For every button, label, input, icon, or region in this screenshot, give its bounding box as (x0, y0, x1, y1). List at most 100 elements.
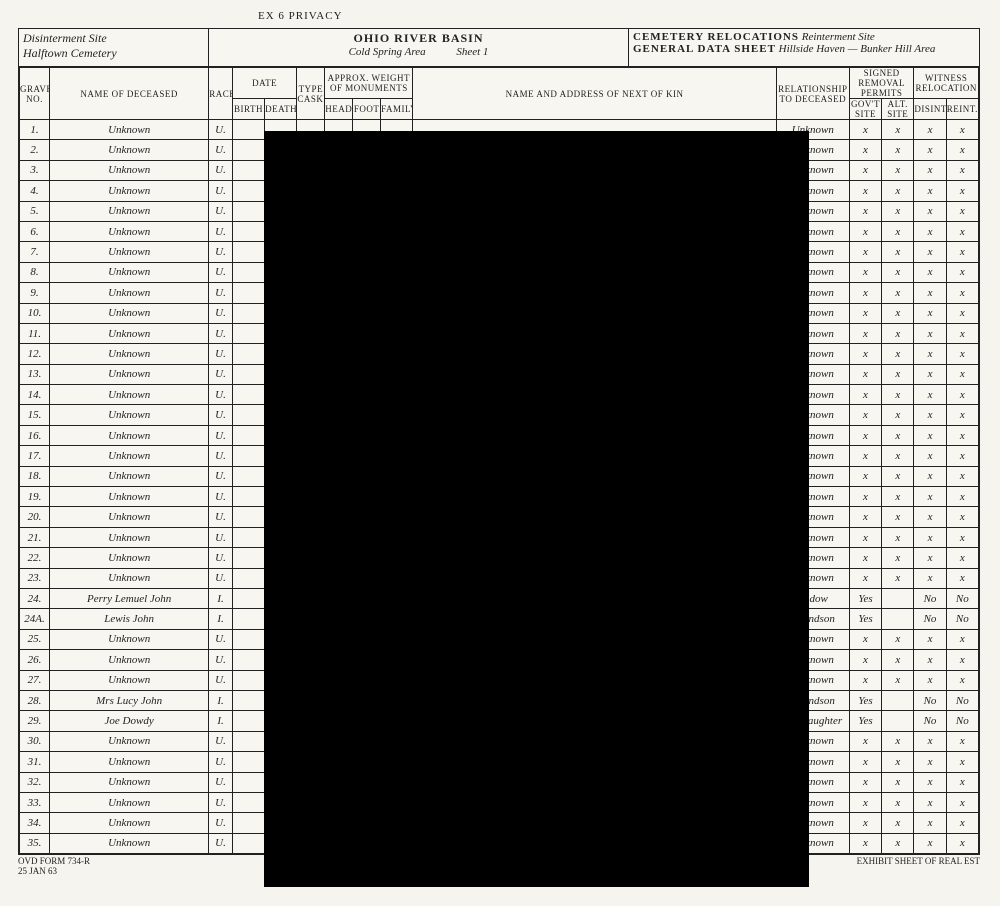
govt-permit: x (849, 487, 881, 507)
grave-no: 28. (20, 690, 50, 710)
disint-mark: No (914, 588, 946, 608)
grave-no: 27. (20, 670, 50, 690)
grave-no: 26. (20, 650, 50, 670)
grave-no: 34. (20, 813, 50, 833)
grave-no: 13. (20, 364, 50, 384)
reint-mark: x (946, 833, 978, 853)
doc-title-1: CEMETERY RELOCATIONS (633, 31, 799, 43)
grave-no: 7. (20, 242, 50, 262)
col-foot: FOOT (353, 99, 381, 120)
grave-no: 22. (20, 548, 50, 568)
birth (232, 323, 264, 343)
col-date: DATE (232, 68, 297, 99)
reint-mark: x (946, 385, 978, 405)
disint-mark: x (914, 323, 946, 343)
race: U. (209, 752, 233, 772)
govt-permit: x (849, 221, 881, 241)
disint-mark: No (914, 690, 946, 710)
birth (232, 487, 264, 507)
reint-mark: x (946, 405, 978, 425)
race: U. (209, 323, 233, 343)
reint-mark: x (946, 670, 978, 690)
alt-permit: x (882, 201, 914, 221)
reint-mark: x (946, 629, 978, 649)
cemetery-name: Halftown Cemetery (23, 46, 204, 61)
grave-no: 20. (20, 507, 50, 527)
reint-mark: x (946, 813, 978, 833)
grave-no: 14. (20, 385, 50, 405)
deceased-name: Unknown (50, 670, 209, 690)
race: U. (209, 527, 233, 547)
disint-mark: x (914, 813, 946, 833)
deceased-name: Unknown (50, 405, 209, 425)
race: U. (209, 792, 233, 812)
deceased-name: Mrs Lucy John (50, 690, 209, 710)
reint-mark: x (946, 568, 978, 588)
birth (232, 140, 264, 160)
alt-permit: x (882, 425, 914, 445)
race: I. (209, 588, 233, 608)
col-relationship: RELATIONSHIP TO DECEASED (776, 68, 849, 120)
disint-mark: x (914, 792, 946, 812)
govt-permit: x (849, 833, 881, 853)
header-left: Disinterment Site Halftown Cemetery (19, 29, 209, 66)
disint-mark: x (914, 262, 946, 282)
reint-mark: x (946, 323, 978, 343)
govt-permit: x (849, 568, 881, 588)
alt-permit: x (882, 303, 914, 323)
grave-no: 30. (20, 731, 50, 751)
birth (232, 344, 264, 364)
govt-permit: x (849, 813, 881, 833)
disint-mark: x (914, 548, 946, 568)
grave-no: 10. (20, 303, 50, 323)
reint-mark: x (946, 425, 978, 445)
disint-mark: x (914, 385, 946, 405)
col-head: HEAD (325, 99, 353, 120)
grave-no: 4. (20, 181, 50, 201)
reint-mark: x (946, 181, 978, 201)
alt-permit: x (882, 221, 914, 241)
disint-mark: x (914, 446, 946, 466)
race: U. (209, 731, 233, 751)
race: U. (209, 120, 233, 140)
grave-no: 35. (20, 833, 50, 853)
reint-mark: x (946, 344, 978, 364)
alt-permit (882, 609, 914, 629)
disint-mark: x (914, 507, 946, 527)
govt-permit: x (849, 650, 881, 670)
birth (232, 221, 264, 241)
grave-no: 9. (20, 283, 50, 303)
birth (232, 548, 264, 568)
birth (232, 568, 264, 588)
govt-permit: x (849, 262, 881, 282)
deceased-name: Unknown (50, 242, 209, 262)
race: U. (209, 303, 233, 323)
grave-no: 17. (20, 446, 50, 466)
race: U. (209, 242, 233, 262)
govt-permit: x (849, 181, 881, 201)
deceased-name: Unknown (50, 487, 209, 507)
deceased-name: Unknown (50, 527, 209, 547)
reint-mark: x (946, 752, 978, 772)
race: I. (209, 711, 233, 731)
deceased-name: Unknown (50, 425, 209, 445)
govt-permit: x (849, 446, 881, 466)
col-govt: GOV'T SITE (849, 99, 881, 120)
alt-permit: x (882, 650, 914, 670)
reint-mark: x (946, 548, 978, 568)
reint-mark: x (946, 650, 978, 670)
grave-no: 15. (20, 405, 50, 425)
reint-mark: x (946, 792, 978, 812)
deceased-name: Unknown (50, 446, 209, 466)
alt-permit: x (882, 792, 914, 812)
grave-no: 19. (20, 487, 50, 507)
alt-permit: x (882, 120, 914, 140)
deceased-name: Unknown (50, 262, 209, 282)
govt-permit: x (849, 670, 881, 690)
deceased-name: Unknown (50, 650, 209, 670)
birth (232, 772, 264, 792)
disint-mark: No (914, 609, 946, 629)
birth (232, 792, 264, 812)
alt-permit: x (882, 527, 914, 547)
deceased-name: Perry Lemuel John (50, 588, 209, 608)
